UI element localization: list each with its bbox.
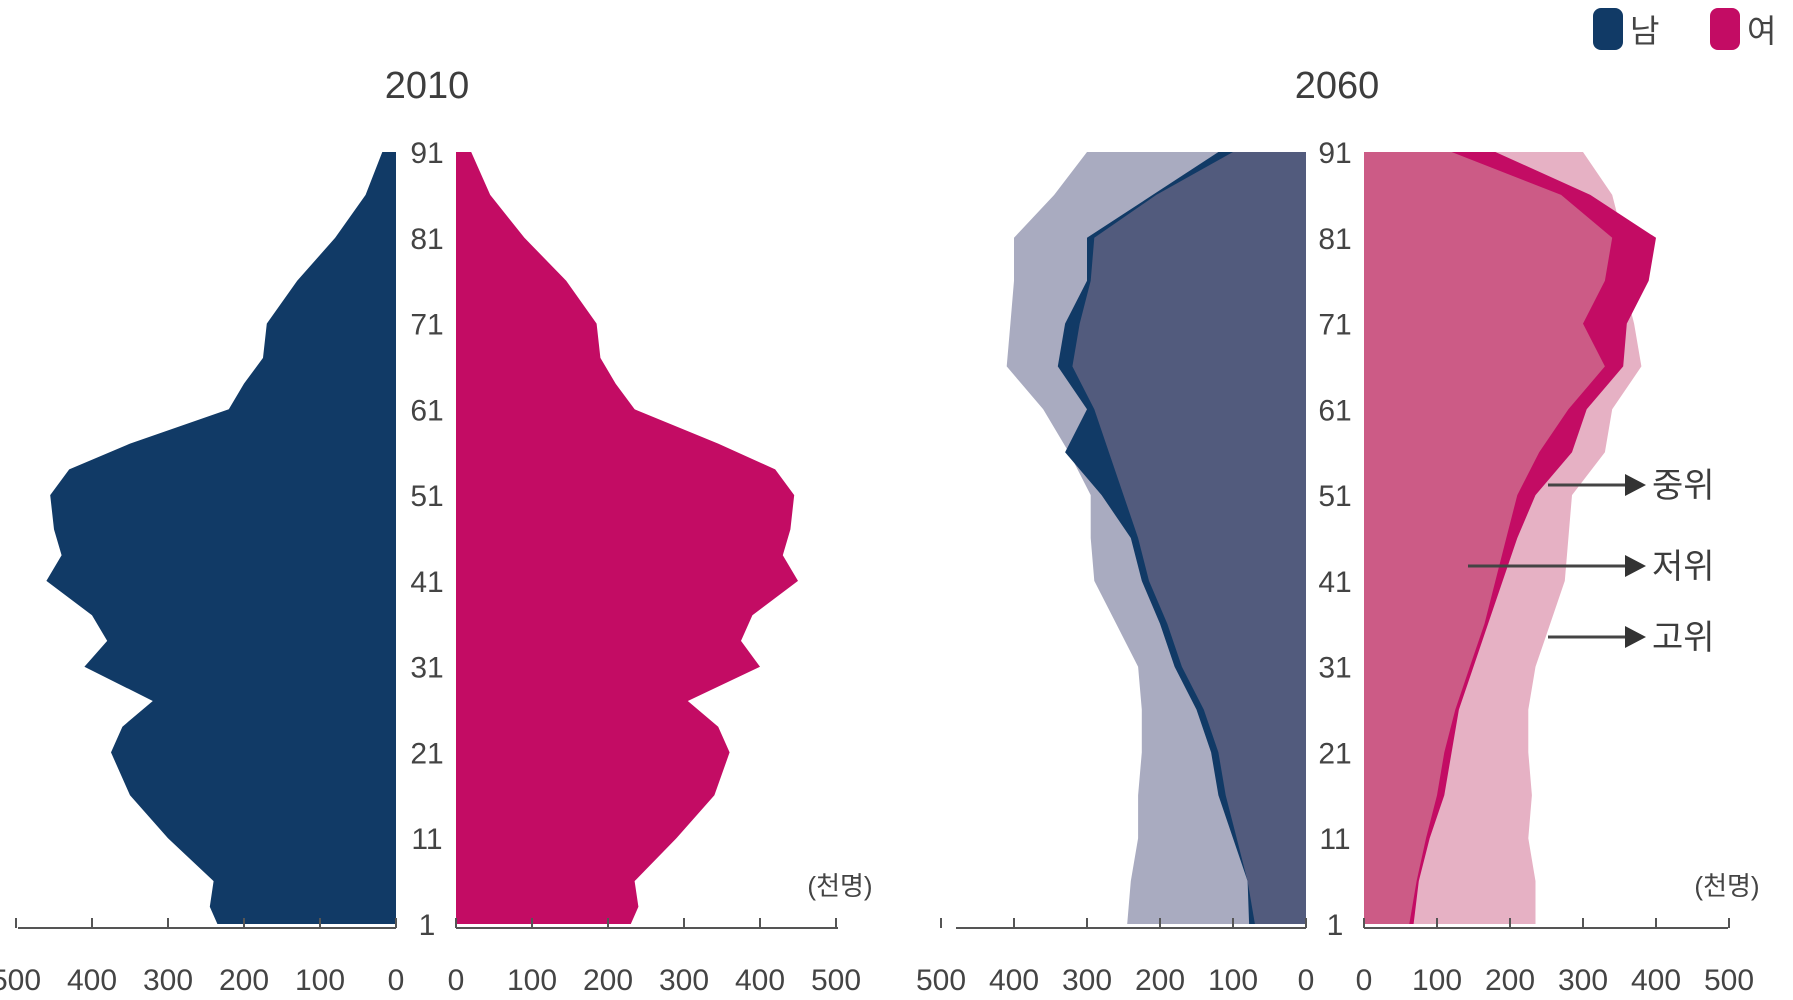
age-tick-label: 41 — [410, 566, 443, 599]
x-tick-label: 0 — [388, 964, 405, 997]
age-tick-label: 51 — [1318, 480, 1351, 513]
legend: 남 여 — [1593, 8, 1776, 50]
annotation-median-arrowhead — [1625, 474, 1646, 496]
series-area-2010-male — [46, 152, 397, 924]
x-ticks-2060: 500 400 300 200 100 0 0 100 200 300 400 500 — [916, 918, 1754, 997]
age-tick-label: 81 — [1318, 223, 1351, 256]
x-tick-label: 100 — [1412, 964, 1462, 997]
unit-label-2060: (천명) — [1694, 871, 1759, 901]
age-tick-label: 31 — [410, 652, 443, 685]
x-tick-label: 400 — [1631, 964, 1681, 997]
annotation-low-arrowhead — [1625, 555, 1646, 577]
annotation-high: 고위 — [1548, 619, 1715, 657]
annotation-high-label: 고위 — [1652, 619, 1715, 657]
age-tick-label: 51 — [410, 480, 443, 513]
pyramid-2010-areas — [46, 152, 798, 924]
x-ticks-2010: 500 400 300 200 100 0 0 100 200 300 400 500 — [0, 918, 861, 997]
series-area-2060-male-low — [1072, 152, 1306, 924]
age-tick-label: 81 — [410, 223, 443, 256]
age-tick-label: 91 — [1318, 137, 1351, 170]
age-tick-label: 71 — [410, 309, 443, 342]
x-tick-label: 300 — [1062, 964, 1112, 997]
x-tick-label: 500 — [811, 964, 861, 997]
annotation-median: 중위 — [1548, 467, 1715, 505]
legend-male-swatch — [1593, 8, 1623, 50]
x-tick-label: 200 — [1485, 964, 1535, 997]
x-tick-label: 200 — [219, 964, 269, 997]
x-tick-label: 300 — [659, 964, 709, 997]
legend-female-swatch — [1710, 8, 1740, 50]
unit-label-2010: (천명) — [807, 871, 872, 901]
legend-female-label: 여 — [1747, 13, 1776, 49]
x-tick-label: 100 — [295, 964, 345, 997]
age-tick-label: 41 — [1318, 566, 1351, 599]
x-tick-label: 200 — [583, 964, 633, 997]
x-tick-label: 0 — [1298, 964, 1315, 997]
pyramid-2060-areas — [1006, 152, 1656, 924]
annotation-low: 저위 — [1468, 548, 1715, 586]
x-tick-label: 0 — [448, 964, 465, 997]
x-tick-label: 300 — [143, 964, 193, 997]
x-tick-label: 200 — [1135, 964, 1185, 997]
age-tick-label: 31 — [1318, 652, 1351, 685]
x-tick-label: 500 — [0, 964, 41, 997]
age-tick-label: 11 — [411, 823, 442, 856]
annotation-low-label: 저위 — [1652, 548, 1715, 586]
x-tick-label: 400 — [989, 964, 1039, 997]
age-tick-label: 91 — [410, 137, 443, 170]
x-tick-label: 400 — [735, 964, 785, 997]
age-tick-label: 61 — [410, 394, 443, 427]
age-tick-label: 71 — [1318, 309, 1351, 342]
age-tick-label: 61 — [1318, 394, 1351, 427]
x-tick-label: 400 — [67, 964, 117, 997]
x-tick-label: 500 — [916, 964, 966, 997]
x-tick-label: 500 — [1704, 964, 1754, 997]
annotation-median-label: 중위 — [1652, 467, 1715, 505]
age-tick-label: 1 — [419, 909, 436, 942]
annotation-high-arrowhead — [1625, 626, 1646, 648]
chart-title-2010: 2010 — [385, 65, 470, 107]
x-tick-label: 100 — [1208, 964, 1258, 997]
chart-title-2060: 2060 — [1295, 65, 1380, 107]
series-area-2010-female — [456, 152, 798, 924]
x-tick-label: 0 — [1356, 964, 1373, 997]
legend-male-label: 남 — [1630, 13, 1659, 49]
series-area-2060-female-low — [1364, 152, 1613, 924]
x-tick-label: 100 — [507, 964, 557, 997]
age-tick-label: 11 — [1319, 823, 1350, 856]
age-tick-label: 21 — [410, 737, 443, 770]
age-tick-label: 1 — [1327, 909, 1344, 942]
x-tick-label: 300 — [1558, 964, 1608, 997]
age-tick-label: 21 — [1318, 737, 1351, 770]
